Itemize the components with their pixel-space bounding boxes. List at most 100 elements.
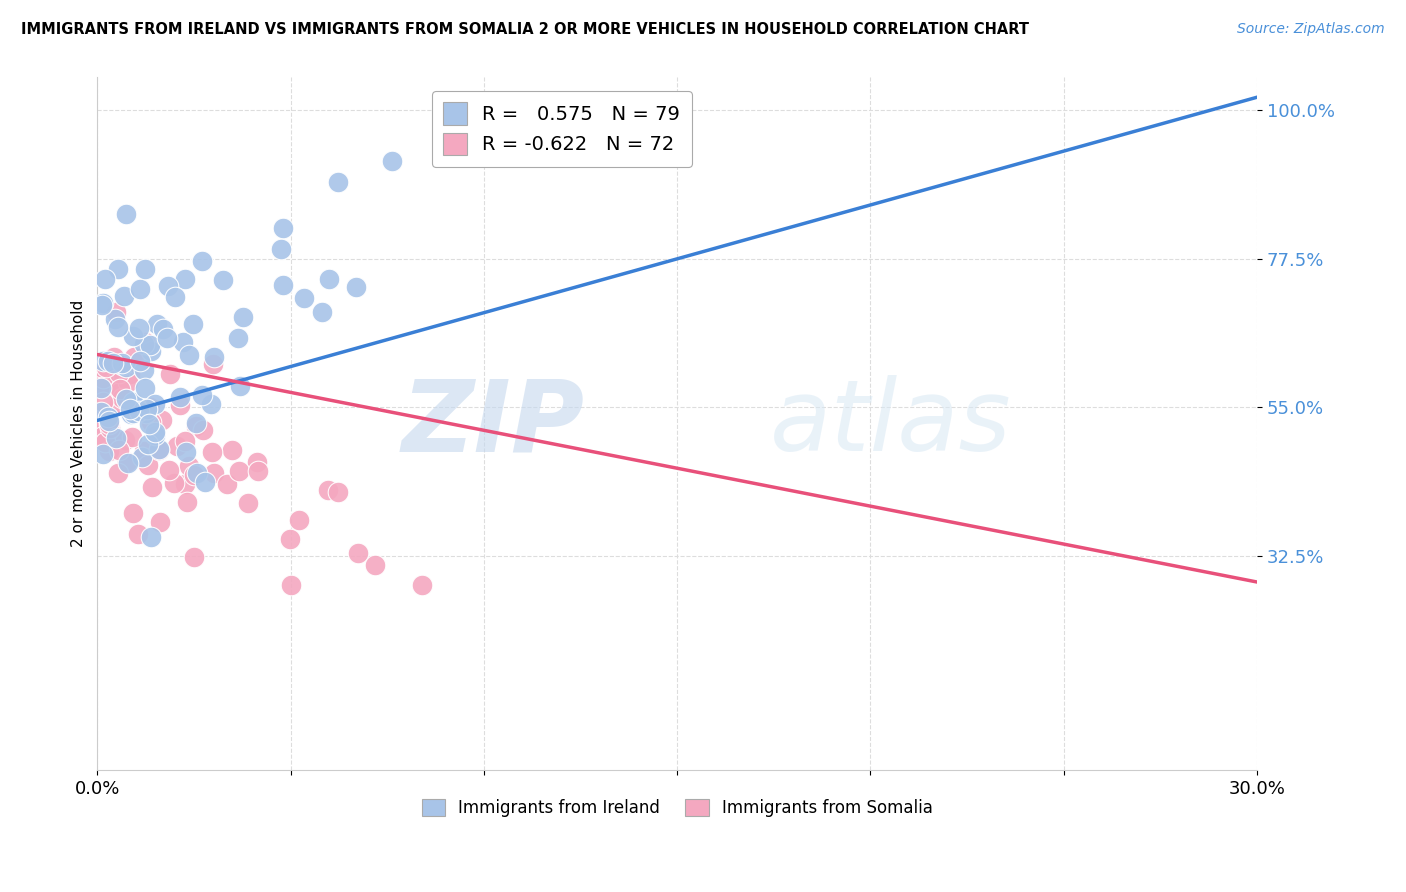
Point [169,398,191,412]
Point [135,401,157,416]
Point [93,447,115,461]
Point [202,466,225,480]
Point [128,354,150,368]
Point [97,414,120,428]
Point [117,456,139,470]
Point [136,458,159,472]
Point [94,271,117,285]
Point [186,418,208,433]
Point [193,423,215,437]
Point [121,395,143,409]
Point [97,353,120,368]
Point [134,334,156,349]
Point [115,206,138,220]
Point [98,421,121,435]
Point [90,417,112,432]
Point [246,455,269,469]
Point [110,384,132,399]
Point [179,458,201,473]
Point [232,310,254,325]
Point [103,351,125,365]
Point [91,422,114,436]
Point [152,322,174,336]
Point [108,396,131,410]
Point [107,371,129,385]
Point [108,382,131,396]
Point [226,330,249,344]
Point [104,431,127,445]
Point [107,466,129,480]
Point [90,379,112,393]
Point [117,376,139,390]
Point [148,442,170,457]
Point [94,359,117,374]
Point [280,533,302,547]
Point [174,476,197,491]
Point [115,392,138,406]
Point [97,409,120,424]
Point [90,407,112,421]
Point [174,271,197,285]
Point [166,438,188,452]
Point [132,444,155,458]
Text: atlas: atlas [770,376,1011,472]
Point [108,366,131,380]
Point [138,337,160,351]
Text: ZIP: ZIP [402,376,585,472]
Point [115,359,138,374]
Point [143,427,166,442]
Point [120,368,142,382]
Point [143,425,166,439]
Point [91,428,114,442]
Point [191,387,214,401]
Point [91,371,114,385]
Point [107,262,129,277]
Point [114,434,136,448]
Point [183,468,205,483]
Point [90,405,112,419]
Point [111,356,134,370]
Point [163,475,186,490]
Point [93,418,115,433]
Point [174,445,197,459]
Point [236,496,259,510]
Point [141,480,163,494]
Point [122,350,145,364]
Point [136,437,159,451]
Point [347,546,370,560]
Point [110,358,132,372]
Point [156,331,179,345]
Point [139,344,162,359]
Point [90,431,112,445]
Point [181,317,204,331]
Point [135,406,157,420]
Y-axis label: 2 or more Vehicles in Household: 2 or more Vehicles in Household [72,300,86,548]
Point [179,348,201,362]
Point [143,396,166,410]
Point [139,530,162,544]
Point [122,328,145,343]
Point [381,154,404,169]
Point [292,291,315,305]
Point [90,297,112,311]
Point [228,464,250,478]
Point [111,391,134,405]
Point [194,475,217,489]
Point [146,317,169,331]
Point [98,417,121,432]
Point [118,402,141,417]
Point [311,305,333,319]
Point [183,549,205,564]
Point [184,416,207,430]
Point [134,261,156,276]
Point [270,243,292,257]
Point [91,353,114,368]
Point [364,558,387,572]
Point [132,363,155,377]
Point [221,442,243,457]
Text: IMMIGRANTS FROM IRELAND VS IMMIGRANTS FROM SOMALIA 2 OR MORE VEHICLES IN HOUSEHO: IMMIGRANTS FROM IRELAND VS IMMIGRANTS FR… [21,22,1029,37]
Point [107,320,129,334]
Point [138,417,160,431]
Point [91,394,114,409]
Point [122,406,145,420]
